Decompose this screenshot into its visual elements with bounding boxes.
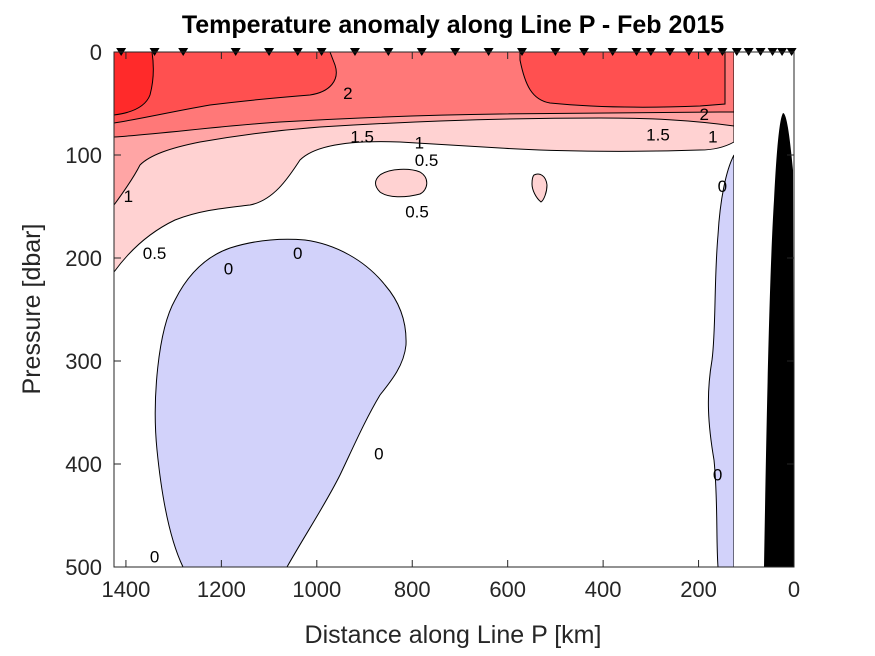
anomaly-fill-0.5-1-patch-a [375,168,428,198]
contour-label: 0 [150,548,159,567]
contour-label: 2 [343,84,352,103]
axes-box [113,51,795,568]
y-axis-label: Pressure [dbar] [18,224,46,395]
anomaly-fill-below-0-offshore [154,238,407,568]
x-tick-label: 800 [394,577,431,602]
contour-label: 0 [718,177,727,196]
contour-label: 1 [124,187,133,206]
contour-label: 1 [415,134,424,153]
anomaly-fill-above-2.5 [113,51,154,116]
contour-label: 1.5 [646,125,670,144]
contour-label: 2 [700,105,709,124]
x-tick-label: 400 [585,577,622,602]
x-tick-label: 1400 [101,577,150,602]
bathymetry [764,113,794,567]
y-tick-label: 400 [65,452,102,477]
anomaly-fill-below-0-nearshore [707,154,735,568]
x-axis-label: Distance along Line P [km] [305,621,602,649]
contour-label: 0.5 [415,151,439,170]
y-tick-label: 100 [65,143,102,168]
contour-label: 0 [224,259,233,278]
contour-label: 1 [708,127,717,146]
contour-label: 1.5 [350,127,374,146]
chart-title: Temperature anomaly along Line P - Feb 2… [182,11,724,39]
contour-label: 0 [293,244,302,263]
contour-label: 0 [374,445,383,464]
y-tick-label: 500 [65,555,102,580]
contour-label: 0.5 [405,203,429,222]
x-tick-label: 600 [489,577,526,602]
x-tick-label: 200 [680,577,717,602]
x-tick-label: 0 [788,577,800,602]
x-axis-ticks: 1400 1200 1000 800 600 400 200 0 [101,52,800,602]
y-tick-label: 200 [65,246,102,271]
anomaly-fill-0.5-1-patch-b [531,173,548,203]
contour-label: 0 [713,465,722,484]
y-tick-label: 300 [65,349,102,374]
anomaly-fill-2-2.5-nearshore [519,51,726,108]
anomaly-fill-2-2.5 [113,51,337,124]
x-tick-label: 1000 [292,577,341,602]
x-tick-label: 1200 [197,577,246,602]
y-tick-label: 0 [90,40,102,65]
contour-label: 0.5 [143,244,167,263]
